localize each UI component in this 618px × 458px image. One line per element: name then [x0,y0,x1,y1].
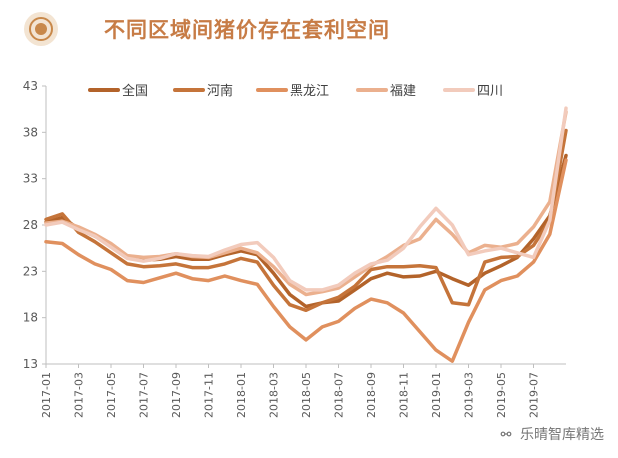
chart-title: 不同区域间猪价存在套利空间 [104,18,390,42]
wechat-icon [500,431,512,437]
x-tick-label: 2017-05 [105,372,118,418]
series-line-2 [44,128,568,313]
legend-label-3: 黑龙江 [290,84,329,99]
series-line-1 [44,153,568,309]
x-tick-label: 2019-01 [430,372,443,418]
legend-label-2: 河南 [207,83,233,99]
x-tick-label: 2017-09 [170,372,183,418]
x-tick-label: 2018-01 [235,372,248,418]
legend-label-1: 全国 [122,83,148,99]
x-tick-label: 2018-03 [268,372,281,418]
watermark-text: 乐晴智库精选 [520,427,604,443]
x-tick-label: 2017-07 [138,372,151,418]
y-tick-label: 28 [23,218,38,232]
y-tick-label: 43 [23,79,38,93]
x-tick-label: 2017-01 [40,372,53,418]
x-tick-label: 2019-03 [463,372,476,418]
y-tick-label: 23 [23,264,38,278]
x-tick-label: 2019-07 [528,372,541,418]
logo-badge-icon [24,12,58,46]
y-tick-label: 38 [23,125,38,139]
y-tick-label: 13 [23,357,38,371]
legend-label-4: 福建 [390,84,416,99]
y-tick-label: 33 [23,172,38,186]
legend-label-5: 四川 [477,84,503,99]
series-line-4 [44,110,568,297]
x-tick-label: 2018-11 [398,372,411,418]
series-line-5 [44,106,568,292]
x-tick-label: 2017-03 [73,372,86,418]
watermark: 乐晴智库精选 [498,424,604,444]
x-tick-label: 2018-05 [300,372,313,418]
y-tick-label: 18 [23,311,38,325]
x-tick-label: 2017-11 [203,372,216,418]
x-tick-label: 2018-09 [365,372,378,418]
x-tick-label: 2018-07 [333,372,346,418]
series-line-3 [44,158,568,363]
x-tick-label: 2019-05 [495,372,508,418]
